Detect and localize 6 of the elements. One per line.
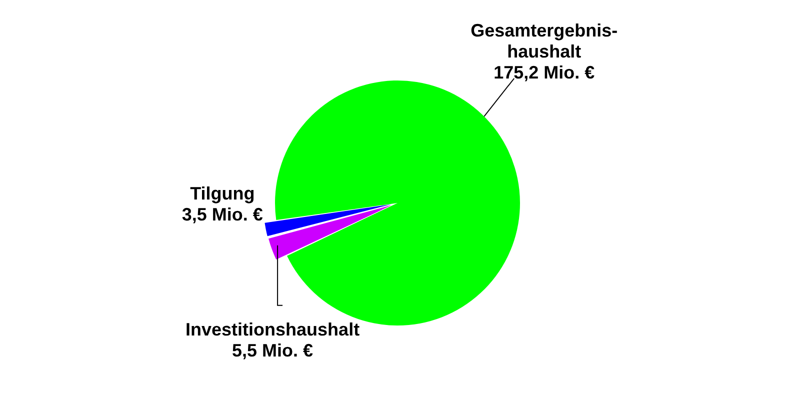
slice-label: Investitionshaushalt bbox=[186, 319, 360, 340]
slice-label: Gesamtergebnis-haushalt bbox=[470, 20, 618, 62]
data-label: 3,5 Mio. € bbox=[182, 204, 263, 224]
data-label: 5,5 Mio. € bbox=[232, 340, 314, 360]
data-label: 175,2 Mio. € bbox=[494, 62, 595, 82]
slice-label: Tilgung bbox=[190, 183, 255, 204]
